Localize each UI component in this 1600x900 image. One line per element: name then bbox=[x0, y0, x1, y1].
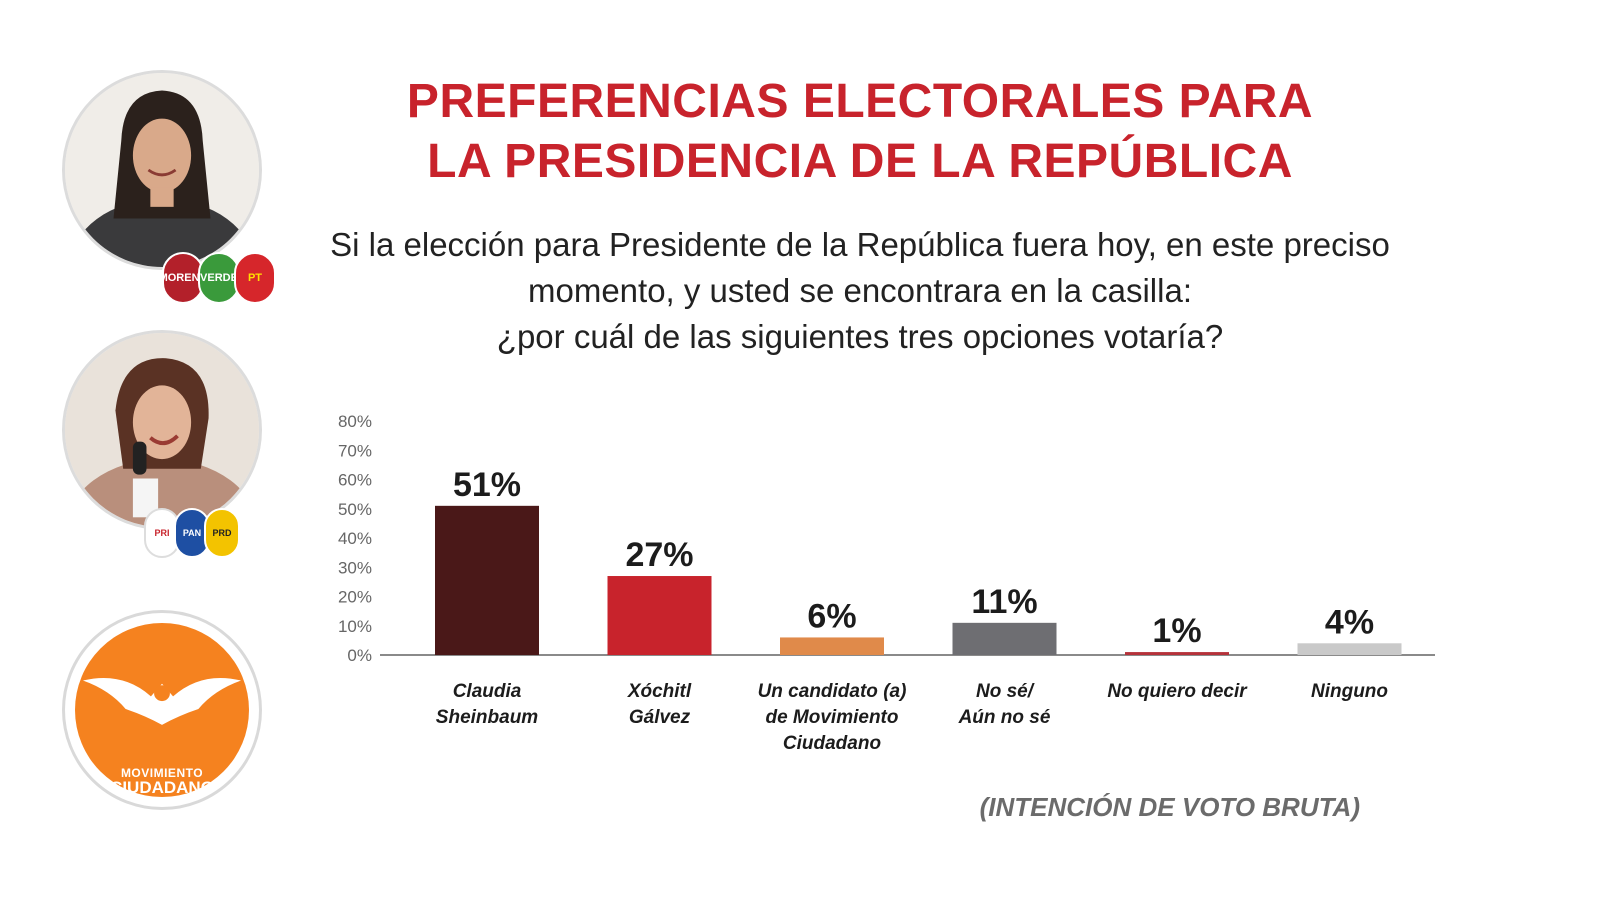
y-tick-label: 0% bbox=[347, 646, 372, 665]
question-line-1: Si la elección para Presidente de la Rep… bbox=[330, 226, 1390, 263]
y-tick-label: 60% bbox=[338, 471, 372, 490]
title-line-2: LA PRESIDENCIA DE LA REPÚBLICA bbox=[427, 135, 1293, 188]
y-tick-label: 70% bbox=[338, 441, 372, 460]
prd-badge: PRD bbox=[204, 508, 240, 558]
category-label: Claudia bbox=[453, 681, 522, 702]
pt-badge: PT bbox=[234, 252, 276, 304]
portrait-image bbox=[65, 333, 259, 527]
portrait-image bbox=[65, 73, 259, 267]
category-label: Xóchitl bbox=[627, 681, 692, 702]
question-line-2: momento, y usted se encontrara en la cas… bbox=[527, 272, 1192, 309]
y-tick-label: 40% bbox=[338, 529, 372, 548]
bar-value-label: 51% bbox=[453, 466, 521, 504]
bar-value-label: 4% bbox=[1325, 603, 1374, 641]
mc-logo-disc: MOVIMIENTO CIUDADANO bbox=[75, 623, 249, 797]
party-badges-coalition-1: MORENA VERDE PT bbox=[159, 252, 276, 304]
y-tick-label: 10% bbox=[338, 617, 372, 636]
category-label: de Movimiento bbox=[765, 707, 898, 728]
chart-title: PREFERENCIAS ELECTORALES PARA LA PRESIDE… bbox=[300, 72, 1420, 192]
category-label: Ciudadano bbox=[783, 733, 881, 754]
category-label: Gálvez bbox=[629, 707, 691, 728]
footnote: (INTENCIÓN DE VOTO BRUTA) bbox=[979, 792, 1360, 822]
bar bbox=[1297, 643, 1402, 655]
category-label: Un candidato (a) bbox=[758, 681, 907, 702]
question-line-3: ¿por cuál de las siguientes tres opcione… bbox=[496, 318, 1224, 355]
verde-badge: VERDE bbox=[198, 252, 240, 304]
category-label: Ninguno bbox=[1311, 681, 1388, 702]
bar-value-label: 27% bbox=[625, 536, 693, 574]
category-label: Aún no sé bbox=[958, 707, 1051, 728]
logo-line-1: MOVIMIENTO bbox=[120, 765, 204, 780]
party-badges-coalition-2: PRI PAN PRD bbox=[144, 508, 240, 558]
category-label: No sé/ bbox=[976, 681, 1035, 702]
y-tick-label: 50% bbox=[338, 500, 372, 519]
bar bbox=[1125, 652, 1229, 655]
title-line-1: PREFERENCIAS ELECTORALES PARA bbox=[406, 75, 1314, 128]
bar bbox=[780, 637, 884, 655]
y-tick-label: 20% bbox=[338, 588, 372, 607]
bar-value-label: 1% bbox=[1152, 612, 1201, 650]
bar-value-label: 6% bbox=[807, 597, 856, 635]
bar-value-label: 11% bbox=[971, 583, 1037, 621]
candidate-photo-galvez bbox=[62, 330, 262, 530]
y-tick-label: 80% bbox=[338, 412, 372, 431]
category-label: Sheinbaum bbox=[436, 707, 539, 728]
bar bbox=[435, 505, 539, 655]
y-tick-label: 30% bbox=[338, 558, 372, 577]
bar bbox=[952, 622, 1057, 655]
bar-chart: 0% 10% 20% 30% 40% 50% 60% 70% 80% 51% Claudia Shei… bbox=[338, 412, 1435, 754]
morena-badge: MORENA bbox=[159, 252, 207, 304]
logo-line-2: CIUDADANO bbox=[110, 778, 214, 798]
bar bbox=[607, 576, 712, 655]
eagle-icon bbox=[82, 677, 242, 725]
candidate-photo-sheinbaum bbox=[62, 70, 262, 270]
movimiento-ciudadano-logo: MOVIMIENTO CIUDADANO bbox=[62, 610, 262, 810]
category-label: No quiero decir bbox=[1107, 681, 1248, 702]
survey-question: Si la elección para Presidente de la Rep… bbox=[300, 222, 1420, 360]
